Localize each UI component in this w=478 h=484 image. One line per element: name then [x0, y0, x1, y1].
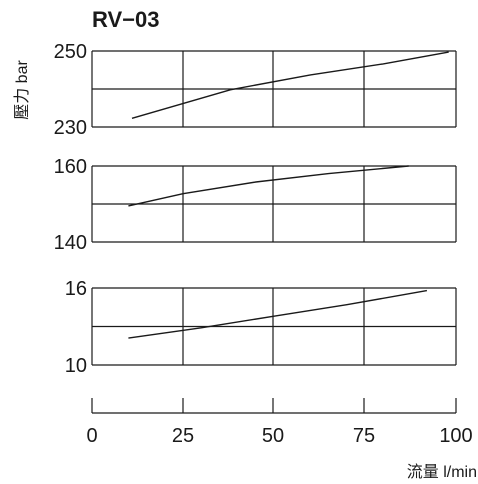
- chart-title: RV−03: [92, 7, 159, 32]
- y-tick-label: 16: [65, 278, 87, 300]
- series-line: [131, 51, 449, 119]
- x-tick-label: 75: [353, 425, 375, 447]
- series-line: [128, 165, 409, 207]
- y-tick-label: 250: [54, 41, 87, 63]
- x-axis: 0 25 50 75 100: [86, 398, 473, 447]
- y-tick-label: 10: [65, 355, 87, 377]
- y-tick-label: 230: [54, 117, 87, 139]
- y-axis-label: 壓力 bar: [13, 60, 31, 120]
- x-tick-label: 25: [172, 425, 194, 447]
- x-tick-label: 100: [439, 425, 472, 447]
- x-axis-label: 流量 l/min: [407, 463, 477, 481]
- panel-1: 250 230: [54, 41, 457, 139]
- series-line: [128, 289, 428, 339]
- y-tick-label: 140: [54, 232, 87, 254]
- x-tick-label: 50: [262, 425, 284, 447]
- x-tick-label: 0: [86, 425, 97, 447]
- panel-2: 160 140: [54, 156, 457, 254]
- y-tick-label: 160: [54, 156, 87, 178]
